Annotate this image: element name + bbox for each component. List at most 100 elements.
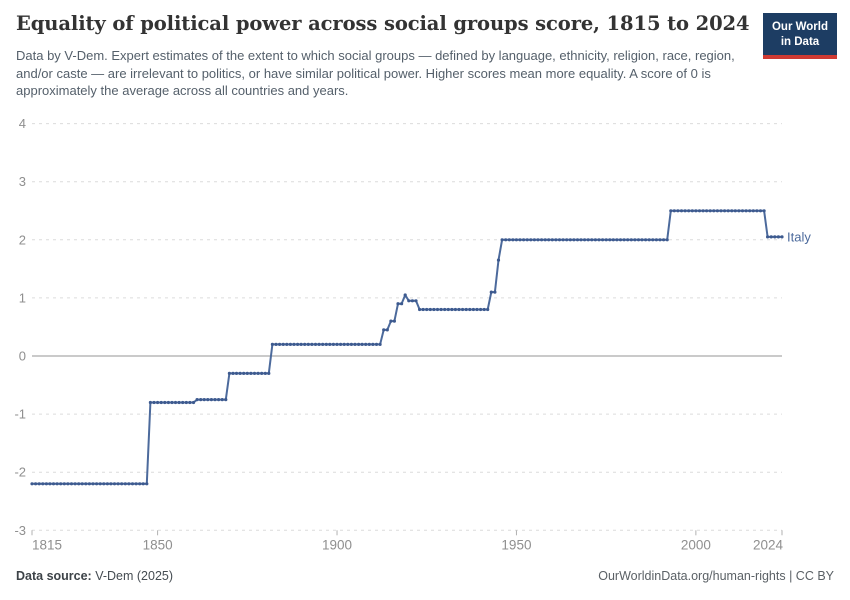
data-point-marker: [310, 342, 314, 346]
data-point-marker: [529, 238, 533, 242]
data-point-marker: [389, 319, 393, 323]
data-point-marker: [317, 342, 321, 346]
data-point-marker: [242, 371, 246, 375]
data-point-marker: [364, 342, 368, 346]
data-point-marker: [55, 482, 59, 486]
data-point-marker: [87, 482, 91, 486]
data-point-marker: [357, 342, 361, 346]
data-point-marker: [629, 238, 633, 242]
data-point-marker: [604, 238, 608, 242]
data-point-marker: [385, 328, 389, 332]
data-point-marker: [654, 238, 659, 242]
data-point-marker: [694, 209, 698, 213]
data-point-marker: [163, 400, 167, 405]
data-point-marker: [414, 299, 418, 303]
data-point-marker: [758, 209, 763, 213]
data-point-marker: [306, 342, 310, 346]
data-point-marker: [719, 209, 723, 213]
data-point-marker: [382, 328, 386, 332]
data-point-marker: [701, 209, 705, 213]
data-point-marker: [159, 400, 163, 405]
data-point-marker: [514, 238, 519, 242]
data-point-marker: [669, 209, 673, 213]
data-point-marker: [371, 342, 375, 346]
entity-label[interactable]: Italy: [787, 229, 811, 244]
data-point-marker: [166, 400, 170, 405]
data-point-marker: [360, 342, 364, 346]
data-point-marker: [407, 299, 411, 303]
data-point-marker: [557, 238, 562, 242]
data-point-marker: [561, 238, 565, 242]
data-point-marker: [737, 209, 741, 213]
data-point-marker: [593, 238, 598, 242]
data-point-marker: [443, 307, 447, 312]
data-point-marker: [299, 342, 303, 346]
y-tick-label: 0: [19, 349, 26, 364]
data-point-marker: [281, 342, 285, 346]
series-line[interactable]: [31, 209, 783, 485]
data-point-marker: [644, 238, 648, 242]
data-point-marker: [199, 398, 203, 402]
data-point-marker: [403, 293, 407, 297]
data-point-marker: [335, 342, 339, 346]
data-point-marker: [202, 398, 206, 402]
data-point-marker: [177, 400, 181, 405]
data-point-marker: [292, 342, 296, 346]
data-point-marker: [342, 342, 346, 346]
data-point-marker: [665, 238, 669, 242]
data-point-marker: [475, 307, 479, 312]
data-point-marker: [105, 482, 109, 486]
data-point-marker: [565, 238, 569, 242]
data-point-marker: [568, 238, 572, 242]
data-point-marker: [188, 400, 192, 405]
credit-link[interactable]: OurWorldinData.org/human-rights | CC BY: [598, 569, 834, 583]
data-point-marker: [705, 209, 709, 213]
series-italy[interactable]: [30, 209, 784, 486]
data-point-marker: [245, 371, 249, 375]
data-point-marker: [687, 209, 691, 213]
data-point-marker: [206, 398, 210, 402]
data-point-marker: [77, 482, 81, 486]
data-point-marker: [324, 342, 328, 346]
data-point-marker: [288, 342, 292, 346]
x-tick-label: 1950: [501, 537, 531, 552]
data-point-marker: [453, 307, 457, 312]
data-point-marker: [518, 238, 522, 242]
data-point-marker: [611, 238, 615, 242]
data-point-marker: [127, 482, 131, 486]
data-source: Data source: V-Dem (2025): [16, 569, 173, 583]
y-tick-label: -3: [14, 523, 26, 538]
data-point-marker: [69, 482, 74, 486]
data-point-marker: [773, 235, 777, 239]
data-point-marker: [392, 319, 396, 323]
data-point-marker: [715, 209, 720, 213]
data-point-marker: [540, 238, 544, 242]
data-point-marker: [249, 371, 253, 375]
data-point-marker: [726, 209, 730, 213]
data-point-marker: [766, 235, 770, 239]
data-point-marker: [751, 209, 755, 213]
x-tick-label: 1850: [143, 537, 173, 552]
data-point-marker: [733, 209, 737, 213]
logo-text-line1: Our World: [771, 21, 828, 33]
data-point-marker: [712, 209, 716, 213]
data-point-marker: [66, 482, 70, 486]
data-point-marker: [120, 482, 124, 486]
data-point-marker: [112, 482, 117, 486]
data-point-marker: [543, 238, 547, 242]
data-point-marker: [231, 371, 235, 375]
data-point-marker: [145, 482, 149, 486]
data-point-marker: [615, 238, 619, 242]
data-point-marker: [532, 238, 537, 242]
data-point-marker: [762, 209, 766, 213]
data-point-marker: [586, 238, 590, 242]
data-point-marker: [658, 238, 662, 242]
data-point-marker: [590, 238, 594, 242]
data-point-marker: [479, 307, 483, 312]
data-point-marker: [116, 482, 120, 486]
owid-logo[interactable]: Our World in Data: [763, 13, 837, 59]
data-point-marker: [296, 342, 300, 346]
data-point-marker: [91, 482, 95, 486]
